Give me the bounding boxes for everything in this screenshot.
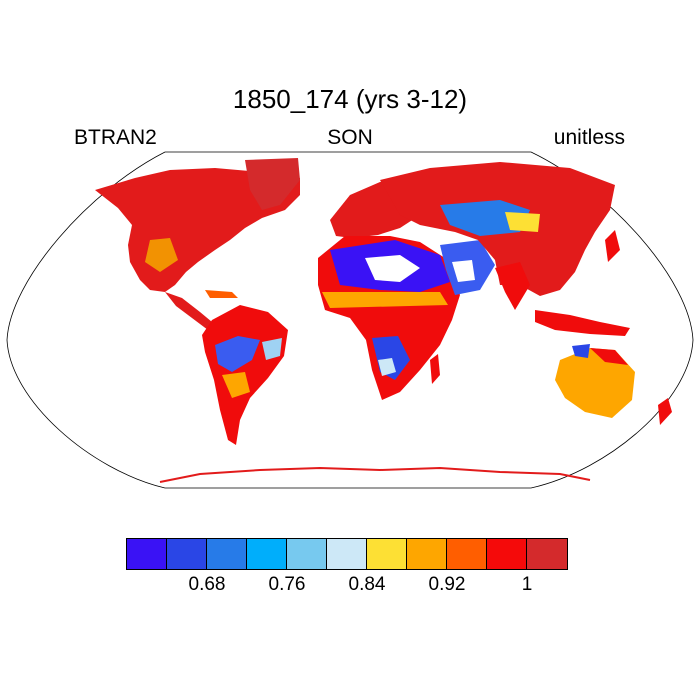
colorbar-swatch <box>447 539 487 569</box>
colorbar-swatch <box>487 539 527 569</box>
antarctica <box>159 466 591 483</box>
colorbar-swatch <box>527 539 567 569</box>
colorbar-swatch <box>327 539 367 569</box>
india <box>495 262 530 310</box>
arabia-white <box>452 260 475 282</box>
japan <box>605 230 620 262</box>
sa-lightblue-patch <box>262 338 282 360</box>
sahara-white <box>365 255 420 282</box>
indonesia <box>535 310 630 336</box>
australia-red <box>590 348 628 365</box>
colorbar-tick-label: 0.76 <box>268 574 306 595</box>
australia <box>555 348 635 418</box>
colorbar-swatch <box>207 539 247 569</box>
new-zealand <box>658 398 672 425</box>
colorbar-swatch <box>247 539 287 569</box>
map-title: 1850_174 (yrs 3-12) <box>232 84 468 114</box>
season-label: SON <box>327 126 373 149</box>
variable-label: BTRAN2 <box>74 126 157 149</box>
central-asia-blue <box>440 200 530 236</box>
colorbar-swatch <box>407 539 447 569</box>
na-yellow-patch <box>145 238 178 272</box>
caribbean <box>205 290 238 298</box>
central-america <box>165 292 212 330</box>
australia-blue <box>572 344 590 358</box>
colorbar-tick-label: 0.68 <box>188 574 226 595</box>
colorbar-tick-label: 1 <box>521 574 533 595</box>
greenland <box>245 158 300 210</box>
colorbar-swatch <box>287 539 327 569</box>
sa-yellow-patch <box>222 372 250 398</box>
sa-blue-patch <box>215 336 260 372</box>
colorbar-swatch <box>127 539 167 569</box>
map-frame <box>6 151 694 489</box>
units-label: unitless <box>553 126 625 149</box>
sahel-orange <box>322 292 448 308</box>
colorbar-swatch <box>367 539 407 569</box>
colorbar-tick-label: 0.84 <box>348 574 386 595</box>
colorbar-swatch <box>167 539 207 569</box>
southern-africa-light <box>378 358 396 376</box>
colorbar <box>126 538 568 570</box>
colorbar-tick-label: 0.92 <box>428 574 466 595</box>
central-asia-yellow <box>505 212 540 232</box>
madagascar <box>430 354 440 384</box>
